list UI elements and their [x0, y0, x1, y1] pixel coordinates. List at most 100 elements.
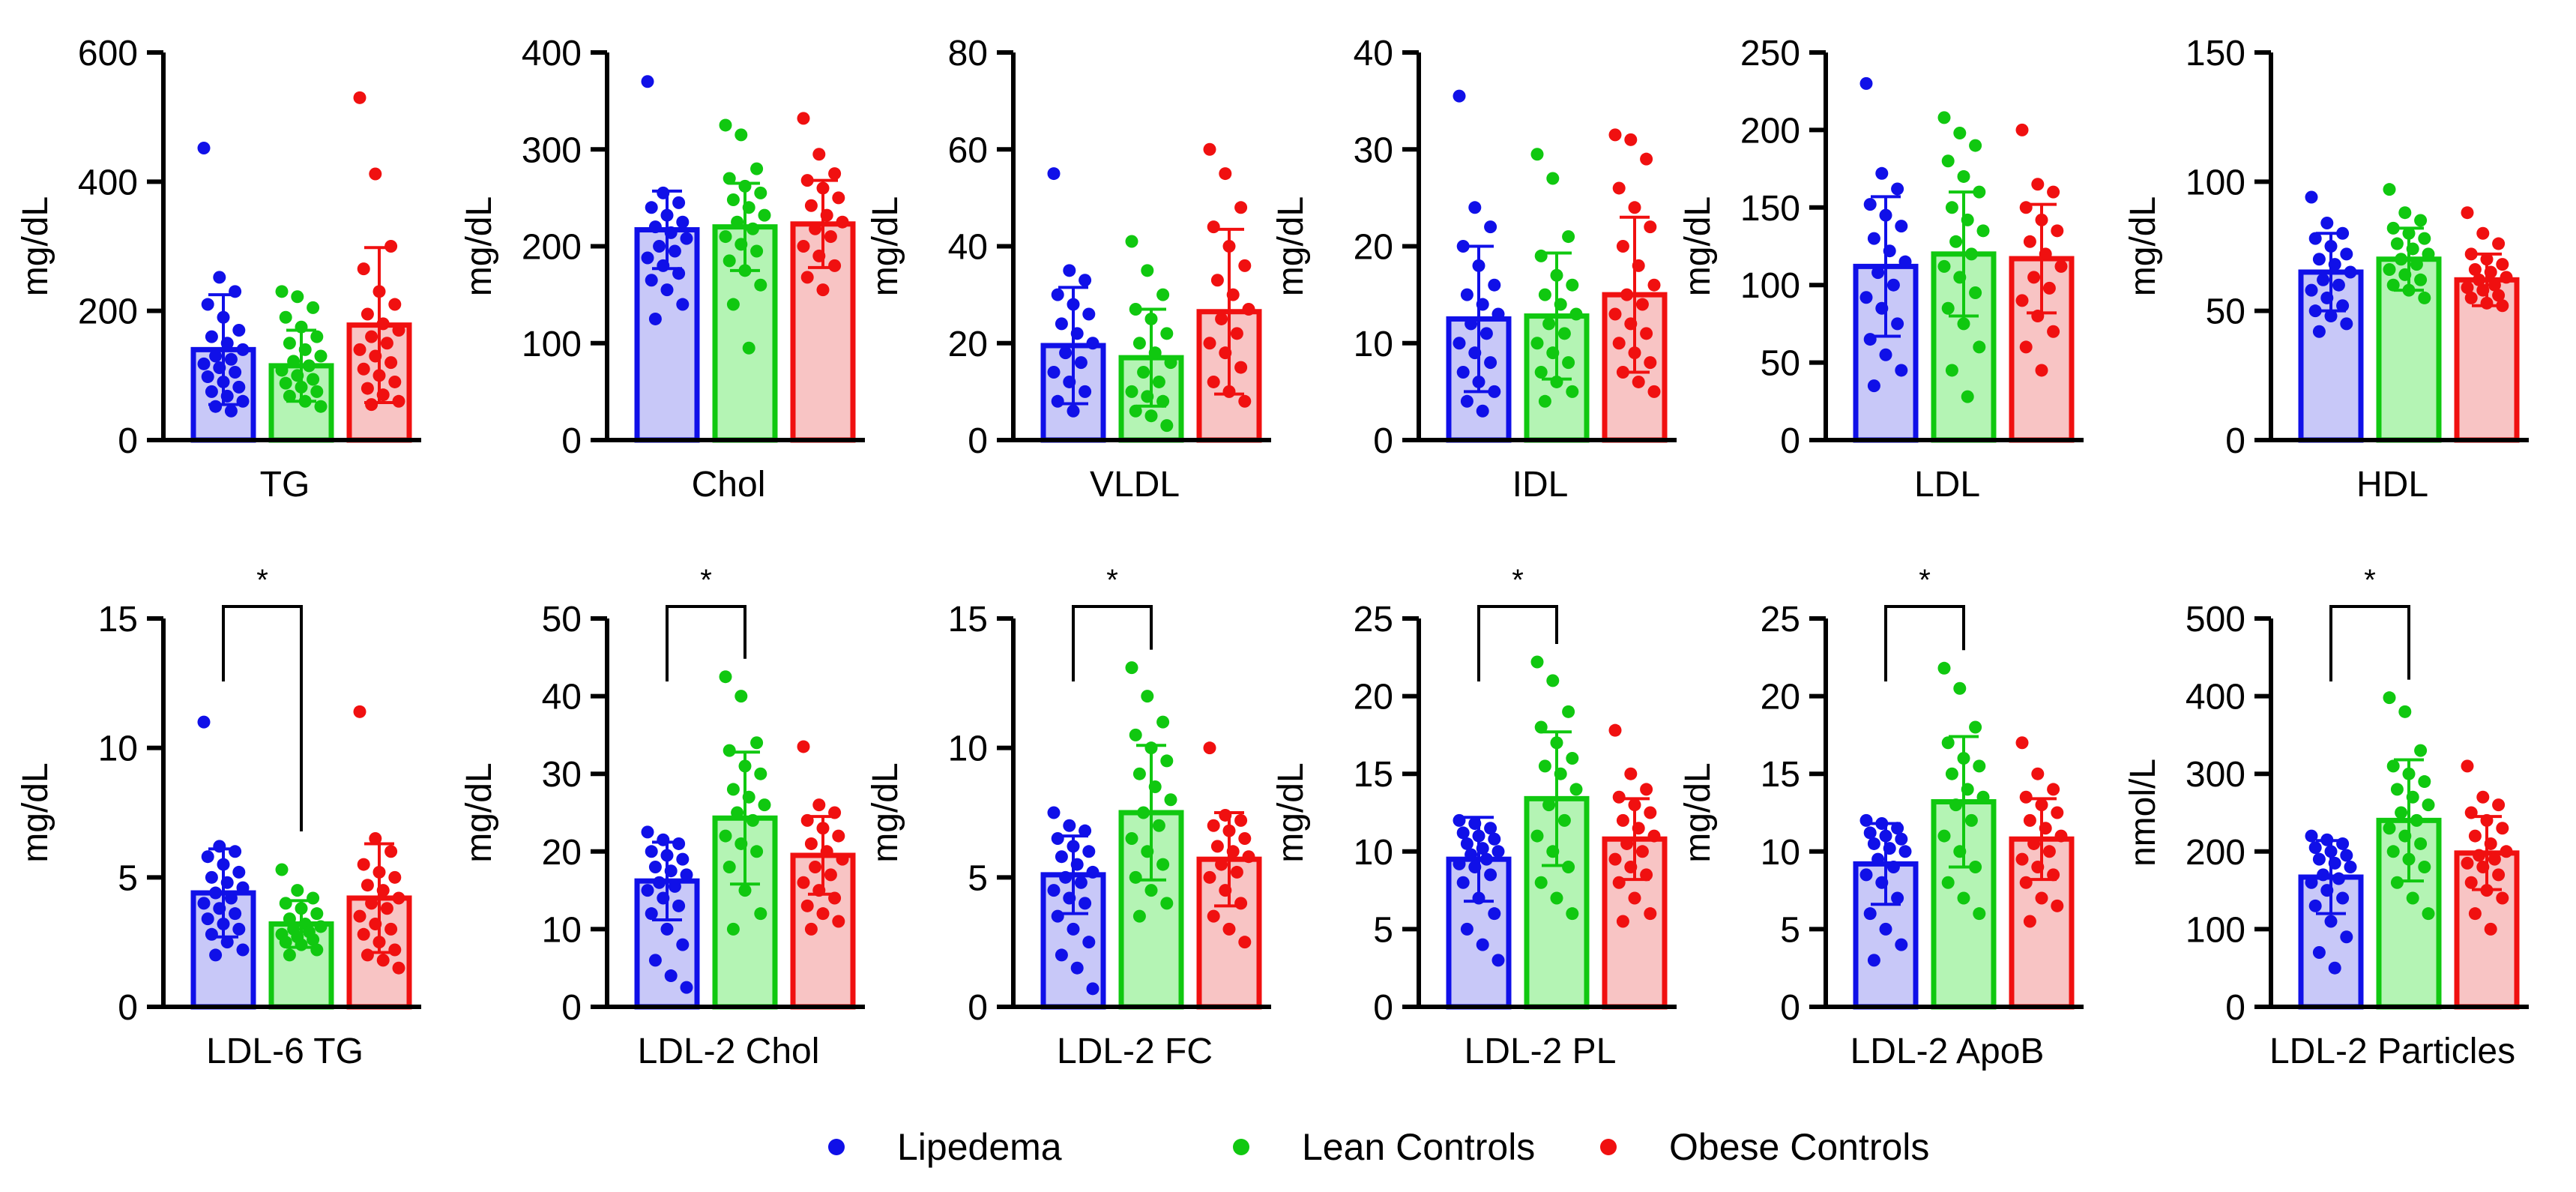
point-hdl-obese-controls — [2473, 273, 2486, 286]
point-ldl-2-pl-lean-controls — [1550, 891, 1563, 905]
point-idl-lipedema — [1491, 307, 1505, 321]
point-ldl-2-particles-obese-controls — [2492, 798, 2506, 812]
y-tick-label-chol: 0 — [561, 421, 582, 461]
point-vldl-obese-controls — [1215, 312, 1228, 325]
point-ldl-2-chol-lipedema — [641, 884, 654, 897]
point-idl-lipedema — [1479, 327, 1493, 340]
y-tick-label-idl: 0 — [1373, 421, 1393, 461]
point-ldl-2-chol-lipedema — [648, 861, 662, 874]
point-ldl-2-fc-lean-controls — [1160, 897, 1174, 910]
point-ldl-2-particles-lean-controls — [2418, 775, 2431, 789]
point-idl-obese-controls — [1608, 307, 1622, 321]
y-tick-label-ldl-2-pl: 0 — [1373, 988, 1393, 1028]
y-tick-label-ldl-2-chol: 50 — [542, 600, 582, 639]
point-vldl-lipedema — [1074, 356, 1088, 370]
point-tg-obese-controls — [365, 330, 378, 343]
y-tick-label-ldl-6-tg: 10 — [98, 729, 138, 769]
point-ldl-2-particles-lipedema — [2305, 876, 2318, 889]
point-ldl-obese-controls — [2019, 340, 2033, 354]
point-idl-lipedema — [1488, 385, 1501, 398]
point-idl-lipedema — [1488, 278, 1501, 292]
y-tick-label-hdl: 0 — [2225, 421, 2245, 461]
y-tick-label-hdl: 150 — [2186, 34, 2245, 73]
point-ldl-2-apob-lean-controls — [1949, 798, 1963, 812]
y-tick-label-ldl: 50 — [1761, 344, 1800, 384]
point-ldl-2-chol-lipedema — [641, 825, 654, 839]
point-ldl-2-pl-lean-controls — [1562, 705, 1575, 718]
point-chol-lean-controls — [750, 244, 764, 258]
point-ldl-lean-controls — [1945, 201, 1958, 214]
point-ldl-lean-controls — [1969, 286, 1982, 300]
point-ldl-6-tg-obese-controls — [365, 897, 378, 910]
y-tick-label-ldl-2-pl: 10 — [1354, 833, 1393, 873]
point-ldl-2-particles-lipedema — [2312, 852, 2326, 866]
point-ldl-2-particles-obese-controls — [2496, 822, 2509, 835]
point-idl-lipedema — [1484, 220, 1497, 234]
significance-bracket-ldl-2-fc — [1072, 605, 1153, 681]
point-ldl-2-apob-lipedema — [1863, 826, 1877, 840]
point-idl-lipedema — [1453, 89, 1466, 103]
point-hdl-lean-controls — [2395, 253, 2408, 266]
point-tg-obese-controls — [388, 298, 402, 311]
point-ldl-2-apob-lean-controls — [1937, 829, 1951, 843]
y-tick-label-idl: 40 — [1354, 34, 1393, 73]
point-idl-obese-controls — [1608, 128, 1622, 142]
point-tg-lean-controls — [283, 337, 296, 350]
point-vldl-lean-controls — [1152, 375, 1165, 388]
point-hdl-lipedema — [2340, 247, 2353, 261]
point-tg-lean-controls — [307, 373, 320, 386]
point-ldl-lipedema — [1898, 255, 1912, 268]
y-tick-label-idl: 10 — [1354, 325, 1393, 364]
point-ldl-2-chol-lipedema — [672, 899, 686, 912]
point-ldl-2-particles-lipedema — [2336, 891, 2350, 905]
x-axis-label-vldl: VLDL — [1090, 465, 1180, 505]
point-hdl-obese-controls — [2492, 289, 2506, 302]
point-ldl-2-apob-obese-controls — [2051, 806, 2064, 819]
point-hdl-obese-controls — [2492, 237, 2506, 250]
point-vldl-lipedema — [1067, 404, 1080, 418]
point-ldl-lipedema — [1895, 364, 1908, 377]
point-ldl-2-fc-lean-controls — [1125, 661, 1138, 675]
y-axis-label-ldl: mg/dL — [1678, 196, 1718, 296]
panel-hdl: 0 50 100 150 mg/dL HDL — [2123, 34, 2529, 505]
point-ldl-2-pl-lean-controls — [1562, 861, 1575, 874]
point-chol-obese-controls — [809, 222, 822, 235]
point-ldl-2-particles-obese-controls — [2484, 922, 2497, 936]
point-ldl-2-fc-lipedema — [1074, 876, 1088, 889]
point-ldl-lipedema — [1895, 220, 1908, 233]
point-hdl-lipedema — [2332, 278, 2345, 292]
point-vldl-lean-controls — [1132, 337, 1146, 350]
panel-ldl-6-tg: 0 5 10 15 mg/dL LDL-6 TG * — [16, 564, 421, 1071]
y-axis-label-vldl: mg/dL — [866, 196, 905, 296]
point-tg-obese-controls — [357, 262, 370, 276]
y-tick-label-ldl-2-particles: 0 — [2225, 988, 2245, 1028]
point-idl-lipedema — [1453, 337, 1466, 350]
y-axis-label-ldl-2-apob: mg/dL — [1678, 762, 1718, 862]
point-ldl-2-pl-lipedema — [1476, 938, 1489, 951]
point-ldl-2-fc-lipedema — [1047, 806, 1061, 819]
point-ldl-obese-controls — [2047, 185, 2060, 199]
point-ldl-2-chol-lean-controls — [726, 783, 740, 796]
panel-idl: 0 10 20 30 40 mg/dL IDL — [1271, 34, 1677, 505]
point-chol-lipedema — [668, 244, 681, 258]
point-ldl-2-chol-obese-controls — [824, 868, 837, 882]
point-idl-obese-controls — [1640, 152, 1653, 166]
point-ldl-2-chol-lean-controls — [723, 744, 736, 757]
point-ldl-6-tg-obese-controls — [357, 858, 370, 871]
legend-label-lean-controls: Lean Controls — [1302, 1126, 1536, 1168]
point-hdl-obese-controls — [2496, 258, 2509, 271]
point-tg-lipedema — [232, 380, 246, 394]
y-tick-label-tg: 0 — [118, 421, 138, 461]
point-ldl-2-fc-obese-controls — [1238, 832, 1252, 846]
point-hdl-lean-controls — [2383, 183, 2396, 196]
point-ldl-lipedema — [1859, 291, 1873, 304]
point-ldl-2-fc-lipedema — [1055, 948, 1068, 962]
point-hdl-lean-controls — [2422, 247, 2435, 261]
point-vldl-lean-controls — [1160, 327, 1174, 340]
x-axis-label-ldl-2-pl: LDL-2 PL — [1465, 1032, 1617, 1071]
point-ldl-6-tg-lean-controls — [291, 884, 304, 897]
point-idl-obese-controls — [1616, 240, 1629, 253]
point-tg-lean-controls — [310, 385, 324, 398]
point-idl-obese-controls — [1640, 327, 1653, 340]
point-ldl-2-chol-lean-controls — [719, 829, 732, 843]
